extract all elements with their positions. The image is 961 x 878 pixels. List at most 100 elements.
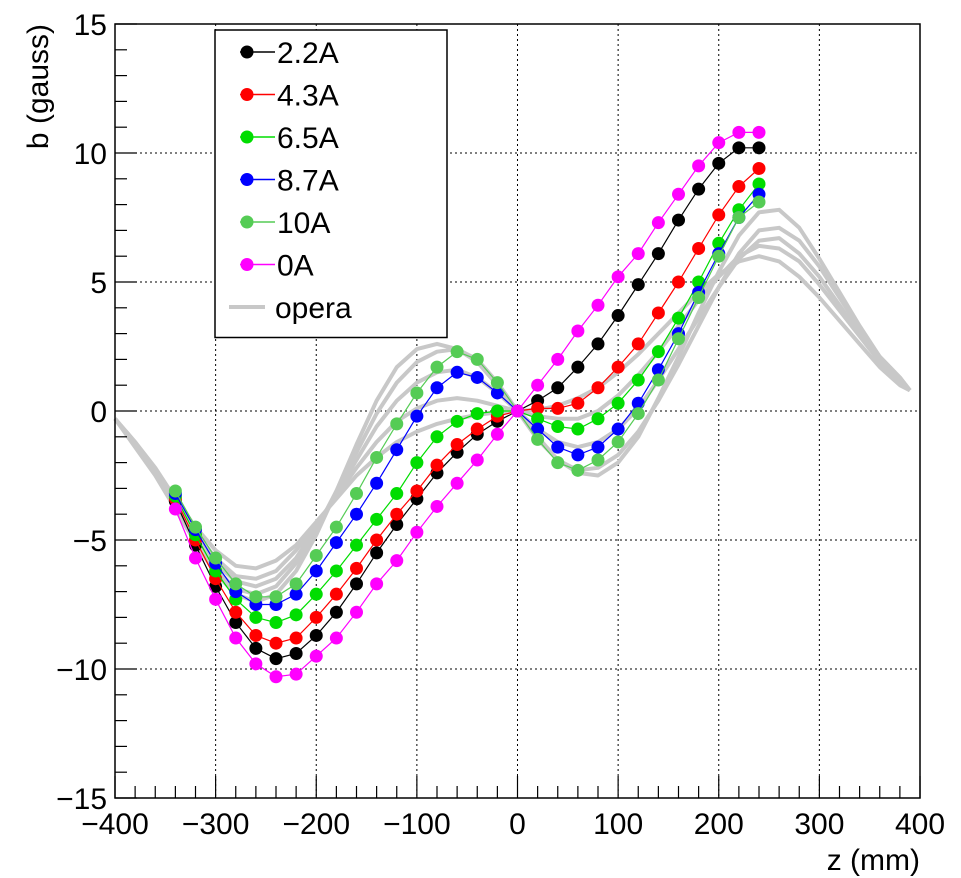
data-point [370,533,384,547]
y-tick-label: 10 [74,138,107,171]
tick-labels: −400 −300 −200 −100 0 100 200 300 400 −15 −10 −5 0 5 1… [56,9,945,841]
legend-label: 2.2A [277,37,339,70]
data-point [189,551,202,565]
legend-label: 10A [277,207,330,240]
data-point [591,381,605,395]
data-point [732,180,746,194]
data-point [470,422,484,436]
data-series [168,125,766,684]
data-point [672,311,685,325]
data-point [511,404,524,418]
data-point [611,360,625,374]
data-point [410,456,424,470]
data-point [390,417,404,431]
data-point [672,187,685,201]
data-point [571,324,585,338]
data-point [651,306,665,320]
data-point [309,548,323,562]
x-tick-label: −200 [282,808,350,841]
data-point [390,487,404,501]
data-point [269,670,283,684]
x-tick-label: 200 [694,808,744,841]
data-point [168,484,182,498]
data-point [329,564,343,578]
data-point [692,290,706,304]
data-point [712,136,726,150]
data-point [752,141,766,155]
data-point [692,159,706,173]
data-point [209,592,223,606]
data-point [712,249,726,263]
data-point [531,401,545,415]
data-point [712,236,726,250]
data-point [410,409,424,423]
legend-label: 0A [277,250,314,283]
data-point [289,631,303,645]
data-point [269,616,283,630]
data-point [571,463,585,477]
data-point [370,450,384,464]
data-point [410,525,424,539]
x-tick-label: −300 [182,808,250,841]
legend-item: 8.7A [240,165,339,198]
data-point [350,507,363,521]
data-point [450,345,464,359]
data-point [350,538,363,552]
data-point [470,453,484,467]
data-point [289,577,303,591]
data-point [732,211,746,224]
y-tick-label: −15 [56,783,107,816]
data-point [490,376,504,390]
y-tick-label: 15 [74,9,107,42]
legend-marker [240,45,254,59]
y-tick-label: −10 [56,654,107,687]
data-point [571,448,585,462]
data-point [249,610,263,624]
data-point [249,641,263,655]
data-point [490,427,504,441]
data-point [329,536,343,550]
y-axis-title: b (gauss) [22,24,55,149]
data-point [450,438,464,452]
series-0A [168,125,766,684]
legend-item: 2.2A [240,37,339,70]
data-point [189,520,202,534]
data-point [752,195,766,209]
legend-item: 4.3A [240,80,339,113]
data-point [591,412,605,426]
data-point [551,352,565,366]
data-point [269,636,283,650]
data-point [430,430,444,444]
data-point [390,518,404,532]
data-point [672,275,685,289]
data-point [289,587,303,601]
data-point [631,396,645,410]
data-point [269,652,283,666]
data-point [390,443,404,457]
data-point [390,554,404,568]
data-point [329,605,343,619]
data-point [631,373,645,387]
legend-marker [240,258,254,271]
data-point [289,667,303,681]
y-tick-label: −5 [73,525,107,558]
data-point [370,577,384,591]
data-point [551,401,565,415]
data-point [551,419,565,433]
data-point [470,370,484,384]
legend-marker [240,88,254,101]
legend-label: 4.3A [277,80,339,113]
data-point [732,141,746,155]
data-point [611,270,625,284]
data-point [651,216,665,230]
data-point [752,125,766,139]
data-point [672,332,685,346]
data-point [672,213,685,227]
data-point [651,345,665,359]
legend: 2.2A 4.3A 6.5A 8.7A 10A 0A opera [214,29,448,339]
data-point [732,125,746,139]
data-point [531,412,545,426]
axis-ticks [114,23,921,799]
data-point [591,440,605,454]
